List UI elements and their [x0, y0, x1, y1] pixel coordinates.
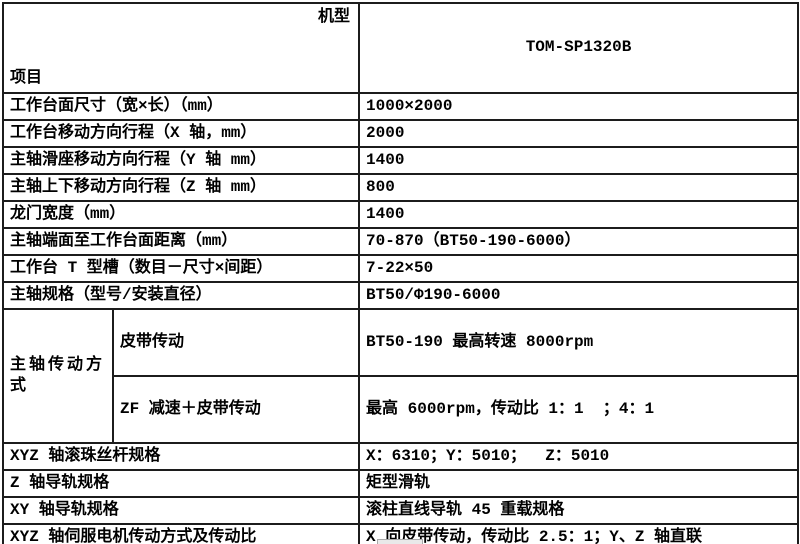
table-row-spindle-drive: ZF 减速＋皮带传动 最高 6000rpm，传动比 1：1 ；4：1 — [3, 375, 800, 444]
spec-label: 主轴端面至工作台面距离（mm） — [1, 227, 361, 257]
spec-label: XYZ 轴滚珠丝杆规格 — [1, 441, 361, 471]
cropped-ui-fragment — [377, 539, 423, 544]
spec-value: 800 — [358, 173, 800, 203]
table-row: 主轴端面至工作台面距离（mm） 70-870（BT50-190-6000） — [1, 227, 800, 257]
spec-value: 最高 6000rpm，传动比 1：1 ；4：1 — [358, 375, 800, 444]
spec-label: 工作台 T 型槽（数目－尺寸×间距） — [1, 254, 361, 284]
spec-value: 1000×2000 — [358, 92, 800, 122]
spec-value: X 向皮带传动，传动比 2.5：1；Y、Z 轴直联 — [358, 522, 800, 544]
table-row: XYZ 轴滚珠丝杆规格 X：6310；Y：5010； Z：5010 — [1, 441, 800, 471]
model-name-cell: TOM-SP1320B — [358, 1, 800, 95]
spec-sublabel-zf-gear-drive: ZF 减速＋皮带传动 — [111, 375, 361, 444]
table-row: 主轴上下移动方向行程（Z 轴 mm） 800 — [1, 173, 800, 203]
spec-value: 7-22×50 — [358, 254, 800, 284]
spec-label: 主轴上下移动方向行程（Z 轴 mm） — [1, 173, 361, 203]
table-row: 主轴滑座移动方向行程（Y 轴 mm） 1400 — [1, 146, 800, 176]
spec-sublabel-belt-drive: 皮带传动 — [111, 308, 361, 378]
spec-label-spindle-drive: 主轴传动方式 — [2, 308, 114, 444]
spec-label: XYZ 轴伺服电机传动方式及传动比 — [1, 522, 361, 544]
spec-value: 1400 — [358, 146, 800, 176]
header-corner-cell: 机型 项目 — [1, 1, 361, 95]
table-row: XY 轴导轨规格 滚柱直线导轨 45 重载规格 — [1, 495, 800, 525]
spec-label: XY 轴导轨规格 — [1, 495, 361, 525]
spec-label: 龙门宽度（mm） — [1, 200, 361, 230]
spindle-drive-label-text: 主轴传动方式 — [10, 355, 102, 396]
spec-label: 工作台移动方向行程（X 轴，mm） — [1, 119, 361, 149]
table-row: 工作台 T 型槽（数目－尺寸×间距） 7-22×50 — [1, 254, 800, 284]
spec-label: 工作台面尺寸（宽×长）（mm） — [1, 92, 361, 122]
spec-label: 主轴滑座移动方向行程（Y 轴 mm） — [1, 146, 361, 176]
spec-label: 主轴规格（型号/安装直径） — [1, 281, 361, 311]
spec-value: BT50-190 最高转速 8000rpm — [358, 308, 800, 378]
header-model-label: 机型 — [318, 8, 351, 26]
spec-value: 矩型滑轨 — [358, 468, 800, 498]
spec-label: Z 轴导轨规格 — [1, 468, 361, 498]
table-row: 龙门宽度（mm） 1400 — [1, 200, 800, 230]
table-row: Z 轴导轨规格 矩型滑轨 — [1, 468, 800, 498]
spec-value: 1400 — [358, 200, 800, 230]
spec-value: 2000 — [358, 119, 800, 149]
header-item-label: 项目 — [10, 68, 43, 87]
spec-value: X：6310；Y：5010； Z：5010 — [358, 441, 800, 471]
table-row: 主轴规格（型号/安装直径） BT50/Φ190-6000 — [1, 281, 800, 311]
spec-value: 70-870（BT50-190-6000） — [358, 227, 800, 257]
table-row-spindle-drive: 主轴传动方式 皮带传动 BT50-190 最高转速 8000rpm — [2, 308, 800, 444]
table-header-row: 机型 项目 TOM-SP1320B — [1, 1, 800, 95]
spec-value: 滚柱直线导轨 45 重载规格 — [358, 495, 800, 525]
table-row: 工作台面尺寸（宽×长）（mm） 1000×2000 — [1, 92, 800, 122]
spec-value: BT50/Φ190-6000 — [358, 281, 800, 311]
table-row: 工作台移动方向行程（X 轴，mm） 2000 — [1, 119, 800, 149]
